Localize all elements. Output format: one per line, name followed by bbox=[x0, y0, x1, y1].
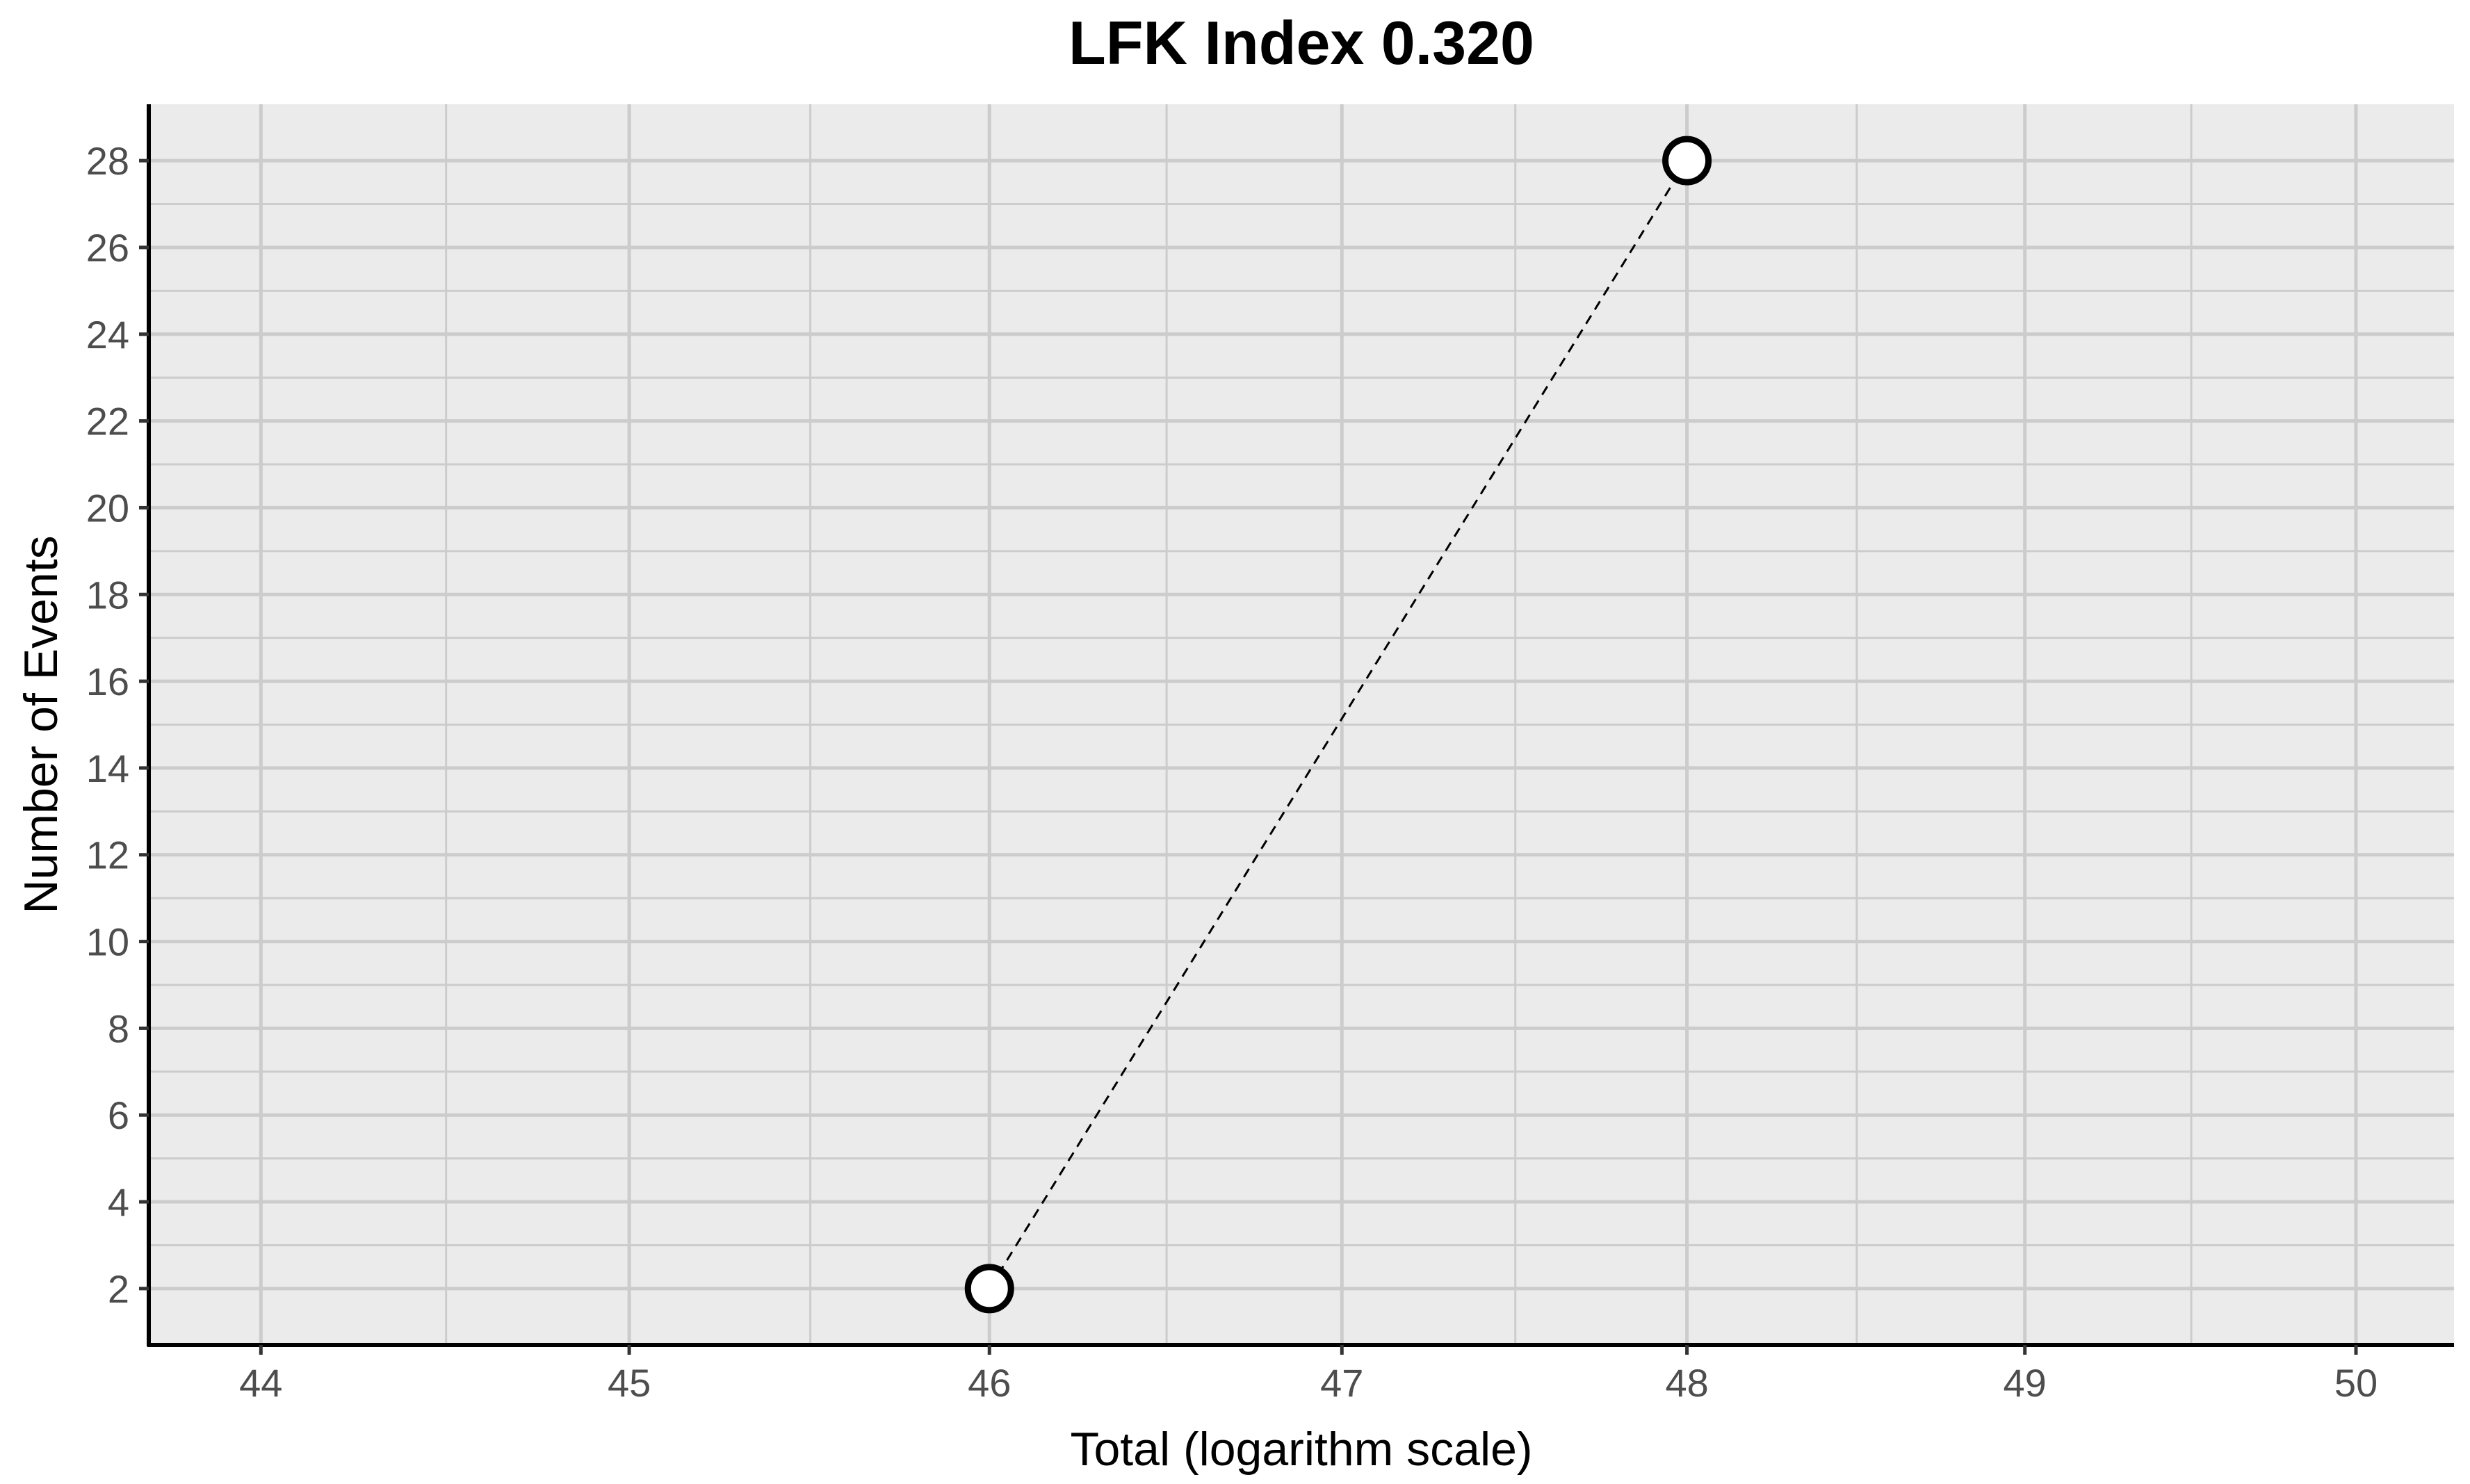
x-axis-ticks: 44 45 46 47 48 49 50 bbox=[239, 1345, 2378, 1405]
x-tick-label: 48 bbox=[1665, 1361, 1708, 1405]
y-tick-label: 26 bbox=[86, 226, 129, 270]
x-tick-label: 49 bbox=[2004, 1361, 2047, 1405]
axes bbox=[147, 104, 2454, 1347]
y-tick-label: 12 bbox=[86, 833, 129, 877]
data-point bbox=[964, 1264, 1014, 1314]
y-tick-label: 10 bbox=[86, 920, 129, 964]
x-tick-label: 47 bbox=[1320, 1361, 1363, 1405]
series-line bbox=[988, 160, 1688, 1289]
minor-gridlines bbox=[149, 104, 2454, 1345]
data-point bbox=[1662, 136, 1712, 186]
major-gridlines bbox=[149, 104, 2454, 1345]
y-axis-label: Number of Events bbox=[15, 535, 67, 913]
y-tick-label: 6 bbox=[108, 1093, 129, 1137]
y-tick-label: 4 bbox=[108, 1180, 129, 1224]
x-tick-label: 50 bbox=[2334, 1361, 2378, 1405]
y-tick-label: 20 bbox=[86, 486, 129, 530]
y-tick-label: 14 bbox=[86, 747, 129, 790]
y-tick-label: 16 bbox=[86, 660, 129, 703]
y-tick-label: 2 bbox=[108, 1267, 129, 1311]
x-axis-label: Total (logarithm scale) bbox=[1070, 1423, 1532, 1476]
x-tick-label: 45 bbox=[608, 1361, 651, 1405]
chart-title: LFK Index 0.320 bbox=[1069, 8, 1534, 77]
x-tick-label: 46 bbox=[968, 1361, 1011, 1405]
series-layer bbox=[964, 136, 1712, 1314]
y-tick-label: 18 bbox=[86, 573, 129, 617]
x-tick-label: 44 bbox=[239, 1361, 282, 1405]
y-tick-label: 8 bbox=[108, 1006, 129, 1050]
y-tick-label: 24 bbox=[86, 313, 129, 357]
y-tick-label: 22 bbox=[86, 400, 129, 443]
y-tick-label: 28 bbox=[86, 139, 129, 183]
